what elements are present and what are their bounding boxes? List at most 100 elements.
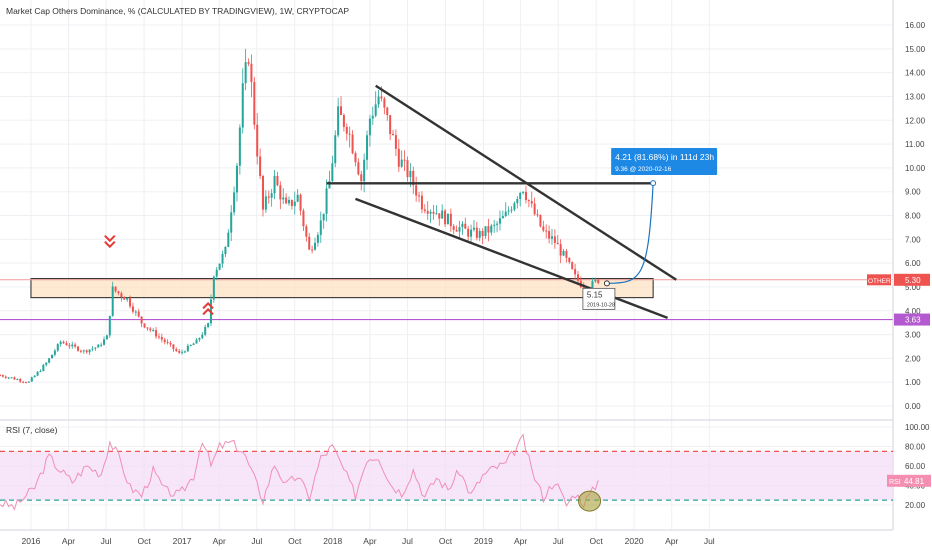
candle-body (542, 226, 545, 231)
candle (522, 191, 525, 195)
candle-body (195, 339, 198, 344)
candle-body (94, 347, 97, 349)
candle (498, 210, 501, 231)
candle (91, 346, 94, 352)
candle (94, 347, 97, 351)
candle (105, 334, 108, 340)
candle (597, 279, 600, 285)
candle-body (472, 227, 475, 230)
candle (181, 349, 184, 355)
candle (513, 201, 516, 212)
candle (444, 208, 447, 227)
candle-body (270, 193, 273, 198)
candle (470, 224, 473, 244)
candle (163, 337, 166, 345)
projection-label-sub: 9.36 @ 2020-02-16 (615, 166, 671, 173)
candle-body (539, 214, 542, 227)
candle-body (464, 223, 467, 229)
candle (282, 188, 285, 204)
chevron-down-icon (104, 240, 116, 249)
price-tick-label: 0.00 (905, 402, 921, 411)
time-tick-label: Jul (402, 536, 413, 546)
candle (383, 96, 386, 115)
candle-body (342, 115, 345, 127)
candle (22, 381, 25, 384)
candle-body (449, 213, 452, 227)
candle (123, 296, 126, 300)
candle-body (155, 330, 158, 337)
rsi-highlight-circle (578, 490, 602, 512)
candle (267, 190, 270, 204)
candle (496, 220, 499, 233)
candle-body (131, 306, 134, 312)
candle (227, 229, 230, 248)
candle (458, 220, 461, 238)
candle (571, 261, 574, 270)
candle (204, 324, 207, 337)
candle (472, 219, 475, 232)
last-price-value: 5.30 (905, 276, 921, 285)
candle-body (559, 244, 562, 256)
projection-curve (606, 183, 654, 284)
candle-body (368, 118, 371, 136)
point-label-box (582, 287, 616, 310)
candle (264, 190, 267, 213)
candle (501, 210, 504, 219)
candle-body (85, 350, 88, 353)
candle-body (103, 339, 106, 345)
candle (351, 130, 354, 155)
candle (446, 213, 449, 225)
candle (88, 349, 91, 356)
candle-body (16, 379, 19, 381)
candle (192, 342, 195, 345)
price-tick-label: 16.00 (905, 21, 926, 30)
rsi-name-badge (887, 474, 901, 487)
candle-body (65, 343, 68, 346)
candle-body (62, 341, 65, 344)
candle (126, 297, 129, 302)
candle (550, 228, 553, 245)
candle (354, 151, 357, 167)
candle (334, 130, 337, 168)
candle (423, 204, 426, 214)
candle-body (530, 201, 533, 204)
candle-body (481, 230, 484, 237)
chevron-up-icon (202, 301, 214, 310)
candle-body (293, 201, 296, 207)
candle (371, 106, 374, 125)
candle (235, 162, 238, 202)
candle-body (250, 63, 253, 82)
candle-body (218, 263, 221, 270)
candle (559, 239, 562, 264)
candle-body (522, 191, 525, 193)
candle (140, 316, 143, 328)
candle (285, 193, 288, 205)
time-tick-label: Oct (439, 536, 453, 546)
candle-body (574, 269, 577, 275)
candle (111, 281, 114, 317)
candle-body (392, 133, 395, 136)
candle-body (475, 227, 478, 238)
candle (432, 204, 435, 220)
candle (137, 308, 140, 318)
candle (114, 286, 117, 293)
candle-body (504, 211, 507, 217)
candle-body (68, 345, 71, 347)
candle-body (470, 229, 473, 237)
candle (574, 263, 577, 280)
candle-body (140, 316, 143, 324)
candle (30, 376, 33, 382)
candle (322, 213, 325, 229)
time-tick-label: Apr (62, 536, 75, 546)
price-tick-label: 14.00 (905, 69, 926, 78)
time-axis: 2016 Apr Jul Oct 2017 Apr Jul Oct 2018 Apr Jul Oct 2… (0, 529, 893, 546)
candle (250, 54, 253, 98)
candle (331, 155, 334, 182)
candle-body (160, 336, 163, 340)
candle (545, 224, 548, 239)
candle (328, 170, 331, 189)
candle (36, 371, 39, 377)
candle-body (51, 354, 54, 359)
candle-body (42, 364, 45, 371)
